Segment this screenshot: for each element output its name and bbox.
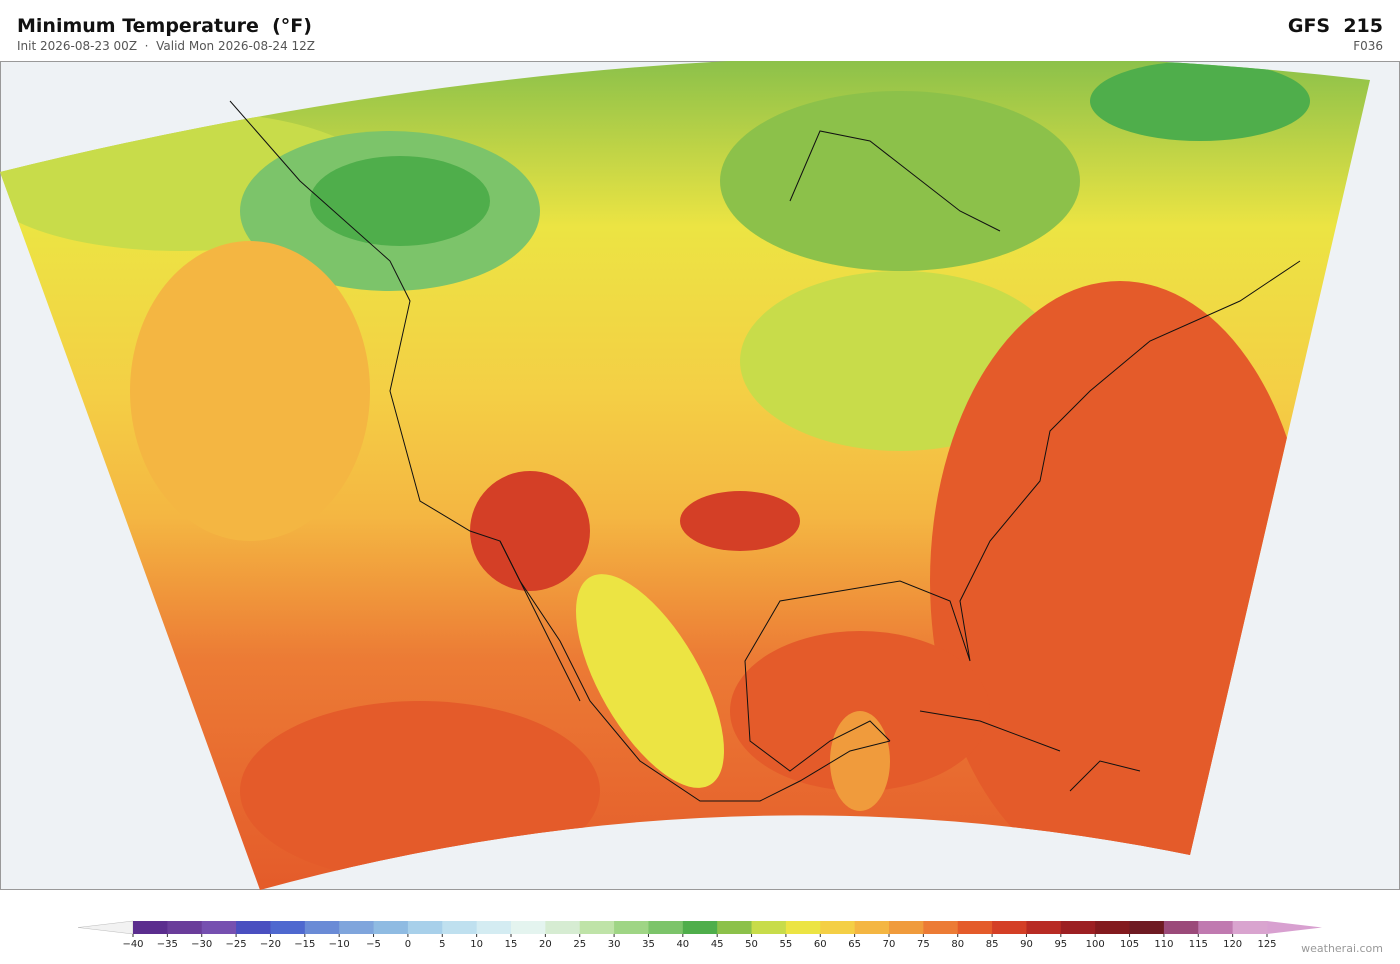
colorbar-tick-label: 50 (745, 939, 758, 950)
colorbar-bin (1232, 921, 1268, 934)
colorbar-tick-label: −40 (122, 939, 143, 950)
colorbar-bin (648, 921, 684, 934)
colorbar-tick-label: 80 (951, 939, 964, 950)
colorbar-tick-label: 15 (505, 939, 518, 950)
colorbar-tick-label: 30 (608, 939, 621, 950)
colorbar-bin (614, 921, 649, 934)
model-label: GFS 215 (1287, 15, 1383, 37)
colorbar-bin (1060, 921, 1096, 934)
colorbar-over (1267, 921, 1322, 934)
colorbar-tick-label: 0 (405, 939, 411, 950)
colorbar-tick-label: 115 (1189, 939, 1208, 950)
colorbar-bin (339, 921, 375, 934)
forecast-hour: F036 (1353, 39, 1383, 53)
colorbar-tick-label: 55 (780, 939, 793, 950)
colorbar-bin (854, 921, 890, 934)
colorbar-tick-label: 40 (676, 939, 689, 950)
colorbar-tick-label: −10 (329, 939, 350, 950)
map (0, 61, 1400, 890)
colorbar-tick-label: 125 (1257, 939, 1276, 950)
colorbar-bin (545, 921, 581, 934)
colorbar-tick-label: 70 (883, 939, 896, 950)
colorbar: −40 −35 −30 −25 −20 −15 −10 −5 0 5 10 15 20 25 30 35 40 4… (77, 920, 1322, 950)
colorbar-tick-label: 65 (848, 939, 861, 950)
colorbar-tick-label: 5 (439, 939, 445, 950)
colorbar-tick-label: 110 (1154, 939, 1173, 950)
colorbar-tick-label: 60 (814, 939, 827, 950)
colorbar-bin (889, 921, 924, 934)
colorbar-bin (579, 921, 615, 934)
colorbar-bin (785, 921, 821, 934)
colorbar-tick-label: −25 (226, 939, 247, 950)
colorbar-bin (923, 921, 959, 934)
colorbar-bin (957, 921, 993, 934)
colorbar-bin (133, 921, 168, 934)
colorbar-tick-label: 95 (1054, 939, 1067, 950)
colorbar-bin (1129, 921, 1165, 934)
colorbar-bin (304, 921, 340, 934)
colorbar-bin (1198, 921, 1234, 934)
colorbar-bin (407, 921, 443, 934)
colorbar-tick-label: 20 (539, 939, 552, 950)
colorbar-bin (1095, 921, 1131, 934)
colorbar-bin (201, 921, 237, 934)
title: Minimum Temperature (°F) (17, 15, 312, 37)
colorbar-bin (1026, 921, 1062, 934)
colorbar-bin (236, 921, 271, 934)
colorbar-bin (167, 921, 203, 934)
colorbar-tick-label: 25 (573, 939, 586, 950)
colorbar-bin (820, 921, 856, 934)
colorbar-bin (751, 921, 787, 934)
colorbar-bin (270, 921, 306, 934)
colorbar-bin (682, 921, 718, 934)
colorbar-tick-label: −5 (366, 939, 381, 950)
watermark: weatherai.com (1301, 942, 1383, 955)
colorbar-bin (373, 921, 409, 934)
colorbar-tick-label: 120 (1223, 939, 1242, 950)
colorbar-under (77, 920, 134, 935)
colorbar-bin (476, 921, 512, 934)
colorbar-tick-label: 85 (986, 939, 999, 950)
colorbar-bin (717, 921, 753, 934)
colorbar-tick-label: −15 (294, 939, 315, 950)
colorbar-bin (992, 921, 1027, 934)
colorbar-bin (442, 921, 478, 934)
subtitle: Init 2026-08-23 00Z · Valid Mon 2026-08-… (17, 39, 316, 53)
colorbar-tick-label: 45 (711, 939, 724, 950)
colorbar-tick-label: −35 (157, 939, 178, 950)
colorbar-tick-label: 105 (1120, 939, 1139, 950)
colorbar-bin (1163, 921, 1199, 934)
colorbar-tick-label: −20 (260, 939, 281, 950)
colorbar-bin (511, 921, 546, 934)
coastlines (229, 100, 1301, 802)
colorbar-tick-label: 10 (470, 939, 483, 950)
colorbar-tick-label: 100 (1086, 939, 1105, 950)
colorbar-tick-label: 75 (917, 939, 930, 950)
colorbar-tick-label: 90 (1020, 939, 1033, 950)
colorbar-tick-label: 35 (642, 939, 655, 950)
colorbar-tick-label: −30 (191, 939, 212, 950)
